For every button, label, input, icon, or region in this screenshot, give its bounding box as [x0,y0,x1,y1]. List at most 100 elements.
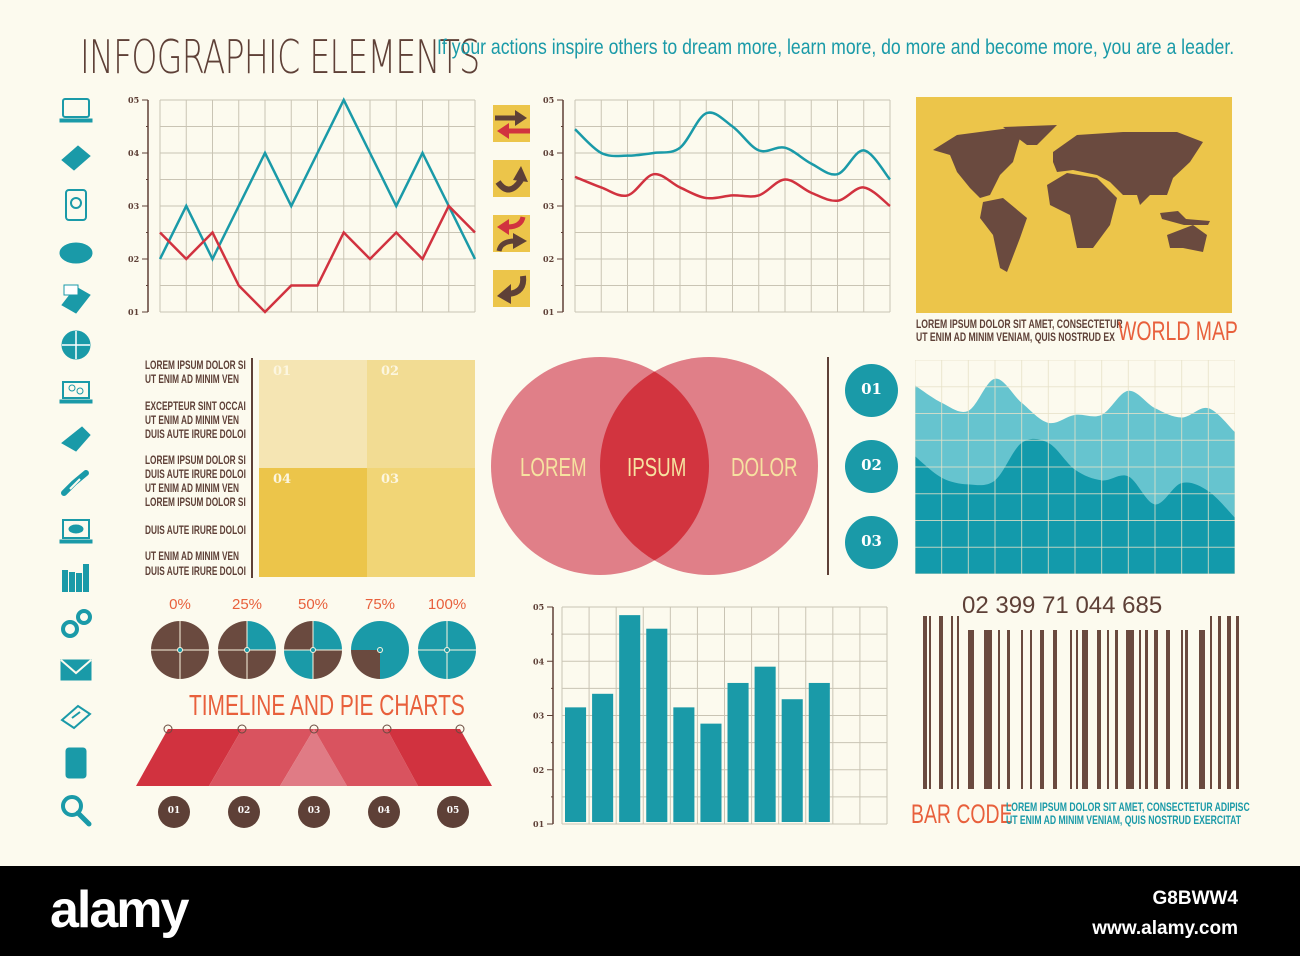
pie-slice [151,650,180,679]
timeline-segment-05 [387,729,492,786]
timeline-marker [455,724,465,734]
quote: If your actions inspire others to dream … [437,36,1235,59]
pie-slice [218,650,247,679]
barcode-bar [939,616,943,789]
image-id: G8BWW4 [1152,888,1239,909]
timeline-step-label: 02 [237,806,251,816]
bar [565,707,587,822]
pie-slice [351,621,380,650]
y-tick-label: 03 [128,201,140,211]
north-america [933,128,1020,198]
timeline-step: 04 [368,796,400,828]
venn-diagram [491,357,818,575]
bar [619,615,641,822]
y-tick-label: 04 [128,148,140,158]
text-line: UT ENIM AD MINIM VEN [145,483,239,495]
barcode-bar [1210,616,1212,789]
barcode-label: BAR CODE [911,799,1013,829]
barcode-bar [1082,630,1088,789]
y-tick-label: 01 [533,819,544,829]
timeline-step: 02 [228,796,260,828]
step-label: 03 [861,532,882,550]
barcode-bar [1040,630,1044,789]
pie-slice [284,621,313,650]
barcode-number: 02 399 71 044 685 [960,592,1165,620]
timeline-step-label: 01 [167,806,181,816]
y-tick-label: 05 [543,95,554,105]
pie-slice [313,621,342,650]
pie-slice [151,621,180,650]
barcode-caption-line: LOREM IPSUM DOLOR SIT AMET, CONSECTETUR … [1006,800,1250,814]
pie-chart [151,621,209,679]
timeline-step-label: 05 [446,806,460,816]
search-icon [61,794,92,826]
pie-center [377,647,383,653]
barcode-bar [1126,630,1134,789]
pie-center [310,647,316,653]
timeline-title: TIMELINE AND PIE CHARTS [189,690,465,722]
document-pen-icon [60,704,92,729]
text-line: UT ENIM AD MINIM VEN [145,374,239,386]
text-line: LOREM IPSUM DOLOR SI [145,455,246,467]
bar [673,707,695,822]
divider [251,358,253,578]
barcode-bar [1181,630,1183,789]
laptop-cloud-icon [59,518,93,543]
pie-percent-label: 100% [427,596,467,613]
venn-left-text: LOREM [520,452,587,482]
barcode-bar [1166,630,1170,789]
pie-percent-label: 0% [169,596,191,613]
map-caption: LOREM IPSUM DOLOR SIT AMET, CONSECTETUR … [916,318,1123,344]
square-02 [367,360,475,468]
barcode-bar [1030,630,1032,789]
barcode-bar [1218,616,1221,789]
folded-paper-icon [61,425,91,452]
barcode-bar [1007,630,1010,789]
area-chart [915,360,1235,574]
pie-percent-label: 75% [364,596,396,613]
text-line: LOREM IPSUM DOLOR SI [145,497,246,509]
pie-slice [447,621,476,650]
pie-chart [218,621,276,679]
map-caption-line: UT ENIM AD MINIM VENIAM, QUIS NOSTRUD EX [916,330,1115,344]
map-caption-line: LOREM IPSUM DOLOR SIT AMET, CONSECTETUR [916,317,1123,331]
bar [781,699,803,822]
bar [646,628,668,822]
y-tick-label: 03 [533,711,545,721]
divider [827,357,829,575]
venn-middle-text: IPSUM [627,452,687,482]
square-03 [367,468,475,577]
notepad-pencil-icon [61,144,91,171]
pie-slice [380,650,409,679]
step-circle: 01 [845,364,898,417]
cloud-icon [59,242,93,263]
zigzag-line-chart: 01 02 03 04 05 [128,95,477,317]
barcode-bar [929,616,931,789]
y-tick-label: 01 [543,307,554,317]
bar-chart: 01 02 03 04 05 [533,602,888,829]
pie-slice [218,621,247,650]
y-tick-label: 05 [128,95,139,105]
timeline-step: 01 [158,796,190,828]
text-line: DUIS AUTE IRURE DOLOI [145,469,246,481]
barcode-bar [1097,630,1101,789]
pie-slice [247,650,276,679]
barcode-bar [1185,630,1188,789]
barcode-caption: LOREM IPSUM DOLOR SIT AMET, CONSECTETUR … [1006,801,1250,827]
bar [754,666,776,822]
pie-slice [418,650,447,679]
gears-icon [61,608,92,638]
step-label: 01 [861,380,882,398]
barcode-bar [951,616,953,789]
step-circle: 02 [845,440,898,493]
barcode-bar [1070,630,1072,789]
barcode-bar [1021,630,1023,789]
pie-slice [180,650,209,679]
curved-arrow-down-left-icon [493,270,530,307]
world-map-label: WORLD MAP [1118,316,1238,346]
eurasia [1053,132,1203,205]
barcode-bar [1053,630,1057,789]
barcode-bar [1115,630,1118,789]
pie-slice [447,650,476,679]
timeline-step: 05 [437,796,469,828]
